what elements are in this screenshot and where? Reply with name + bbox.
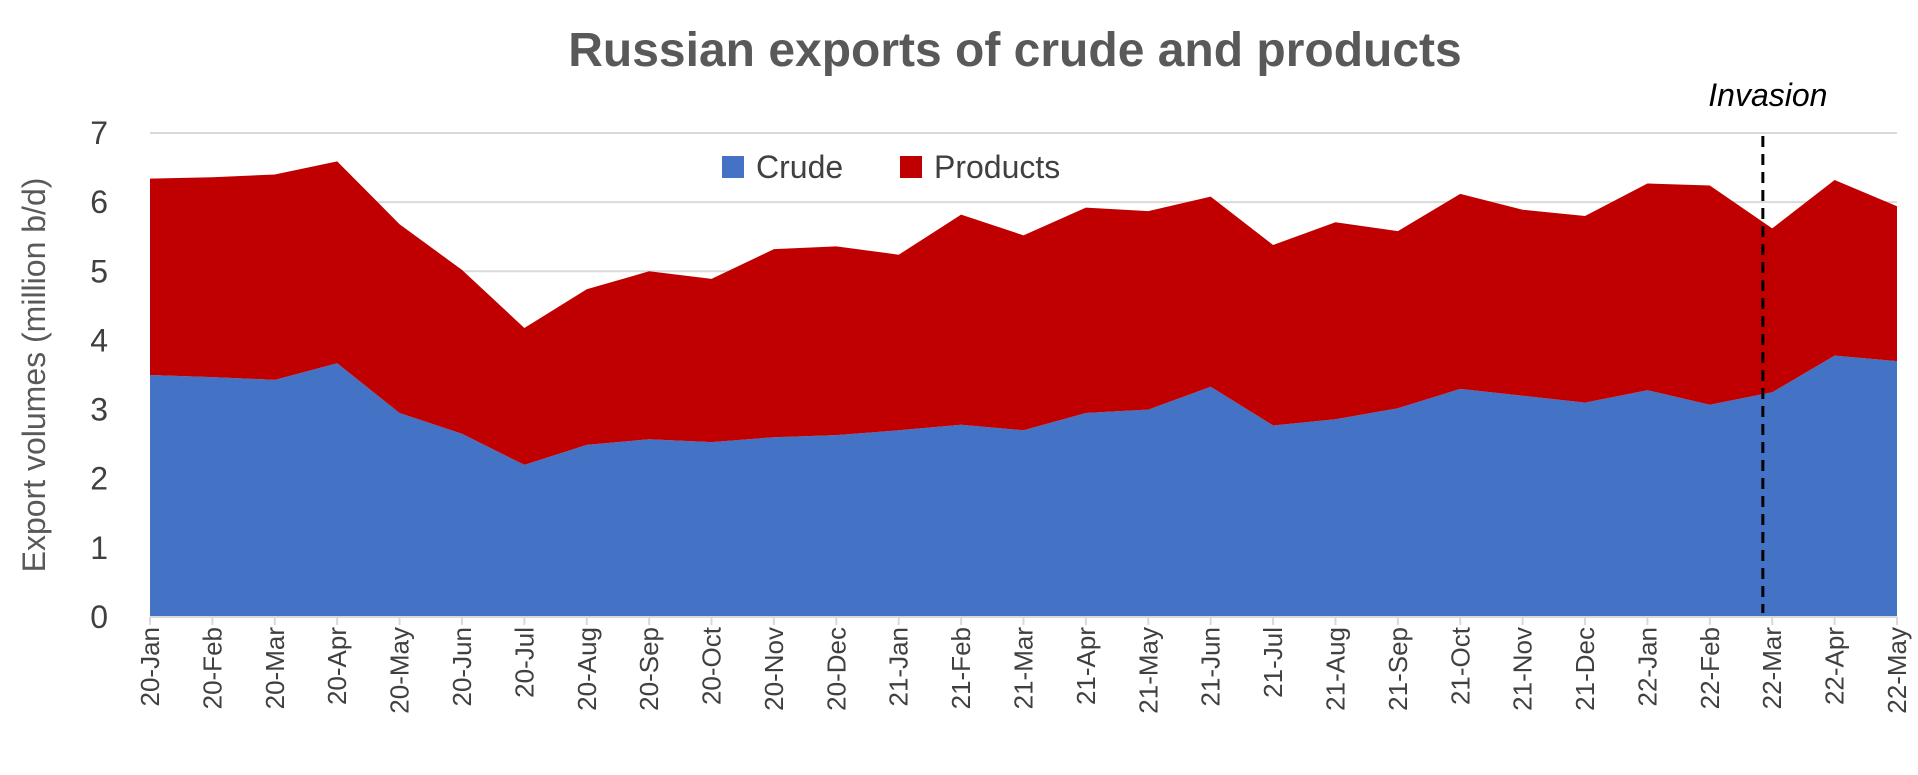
area-series bbox=[150, 161, 1897, 617]
chart-title: Russian exports of crude and products bbox=[568, 24, 1461, 77]
x-tick-label: 20-Jul bbox=[509, 627, 539, 698]
y-tick-label: 6 bbox=[90, 184, 108, 220]
y-axis-ticks: 0 1 2 3 4 5 6 7 bbox=[90, 115, 108, 635]
legend-swatch-crude bbox=[722, 156, 744, 178]
legend: Crude Products bbox=[722, 149, 1060, 185]
x-tick-label: 22-Mar bbox=[1757, 627, 1787, 710]
x-tick-label: 20-Nov bbox=[759, 627, 789, 711]
y-tick-label: 2 bbox=[90, 461, 108, 497]
x-axis-ticks: 20-Jan 20-Feb 20-Mar 20-Apr 20-May 20-Jun 20-J… bbox=[135, 617, 1912, 714]
x-tick-label: 21-Feb bbox=[946, 627, 976, 709]
x-tick-label: 20-Jan bbox=[135, 627, 165, 707]
x-tick-label: 20-May bbox=[385, 627, 415, 714]
x-tick-label: 22-May bbox=[1882, 627, 1912, 714]
y-tick-label: 4 bbox=[90, 322, 108, 358]
x-tick-label: 21-Sep bbox=[1383, 627, 1413, 711]
x-tick-label: 20-Dec bbox=[821, 627, 851, 711]
x-tick-label: 21-Mar bbox=[1009, 627, 1039, 710]
x-tick-label: 20-Aug bbox=[572, 627, 602, 711]
invasion-annotation: Invasion bbox=[1708, 77, 1827, 113]
y-tick-label: 0 bbox=[90, 599, 108, 635]
x-tick-label: 21-Jun bbox=[1196, 627, 1226, 707]
x-tick-label: 20-Oct bbox=[697, 626, 727, 705]
x-tick-label: 21-Aug bbox=[1320, 627, 1350, 711]
x-tick-label: 20-Mar bbox=[260, 627, 290, 710]
legend-label-products: Products bbox=[934, 149, 1060, 185]
legend-label-crude: Crude bbox=[756, 149, 843, 185]
x-tick-label: 22-Feb bbox=[1695, 627, 1725, 709]
x-tick-label: 20-Sep bbox=[634, 627, 664, 711]
y-tick-label: 1 bbox=[90, 530, 108, 566]
x-tick-label: 21-Nov bbox=[1508, 627, 1538, 711]
x-tick-label: 22-Jan bbox=[1632, 627, 1662, 707]
x-tick-label: 21-May bbox=[1133, 627, 1163, 714]
y-tick-label: 5 bbox=[90, 253, 108, 289]
x-tick-label: 21-Jan bbox=[884, 627, 914, 707]
x-tick-label: 21-Apr bbox=[1071, 627, 1101, 705]
x-tick-label: 20-Feb bbox=[197, 627, 227, 709]
area-crude bbox=[150, 355, 1897, 617]
y-axis-label: Export volumes (million b/d) bbox=[16, 178, 52, 573]
y-tick-label: 7 bbox=[90, 115, 108, 151]
x-tick-label: 20-Jun bbox=[447, 627, 477, 707]
x-tick-label: 21-Dec bbox=[1570, 627, 1600, 711]
y-tick-label: 3 bbox=[90, 392, 108, 428]
legend-swatch-products bbox=[900, 156, 922, 178]
x-tick-label: 21-Oct bbox=[1445, 626, 1475, 705]
x-tick-label: 20-Apr bbox=[322, 627, 352, 705]
x-tick-label: 21-Jul bbox=[1258, 627, 1288, 698]
x-tick-label: 22-Apr bbox=[1820, 627, 1850, 705]
area-products bbox=[150, 161, 1897, 465]
